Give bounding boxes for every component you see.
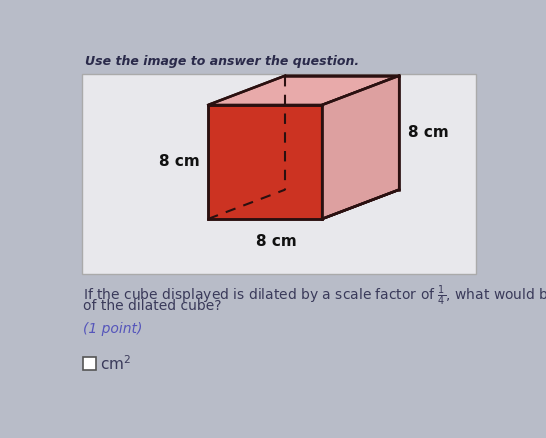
Polygon shape xyxy=(208,105,322,219)
Bar xyxy=(84,357,96,370)
Text: If the cube displayed is dilated by a scale factor of $\frac{1}{4}$, what would : If the cube displayed is dilated by a sc… xyxy=(84,283,546,308)
Text: of the dilated cube?: of the dilated cube? xyxy=(84,299,222,313)
Text: cm$^2$: cm$^2$ xyxy=(99,354,130,373)
Polygon shape xyxy=(208,76,399,105)
Text: 8 cm: 8 cm xyxy=(408,125,449,140)
Text: 8 cm: 8 cm xyxy=(257,234,297,249)
Text: Use the image to answer the question.: Use the image to answer the question. xyxy=(85,55,359,68)
FancyBboxPatch shape xyxy=(82,74,476,274)
Text: (1 point): (1 point) xyxy=(84,322,143,336)
Text: 8 cm: 8 cm xyxy=(158,155,199,170)
Polygon shape xyxy=(322,76,399,219)
Polygon shape xyxy=(208,190,399,219)
